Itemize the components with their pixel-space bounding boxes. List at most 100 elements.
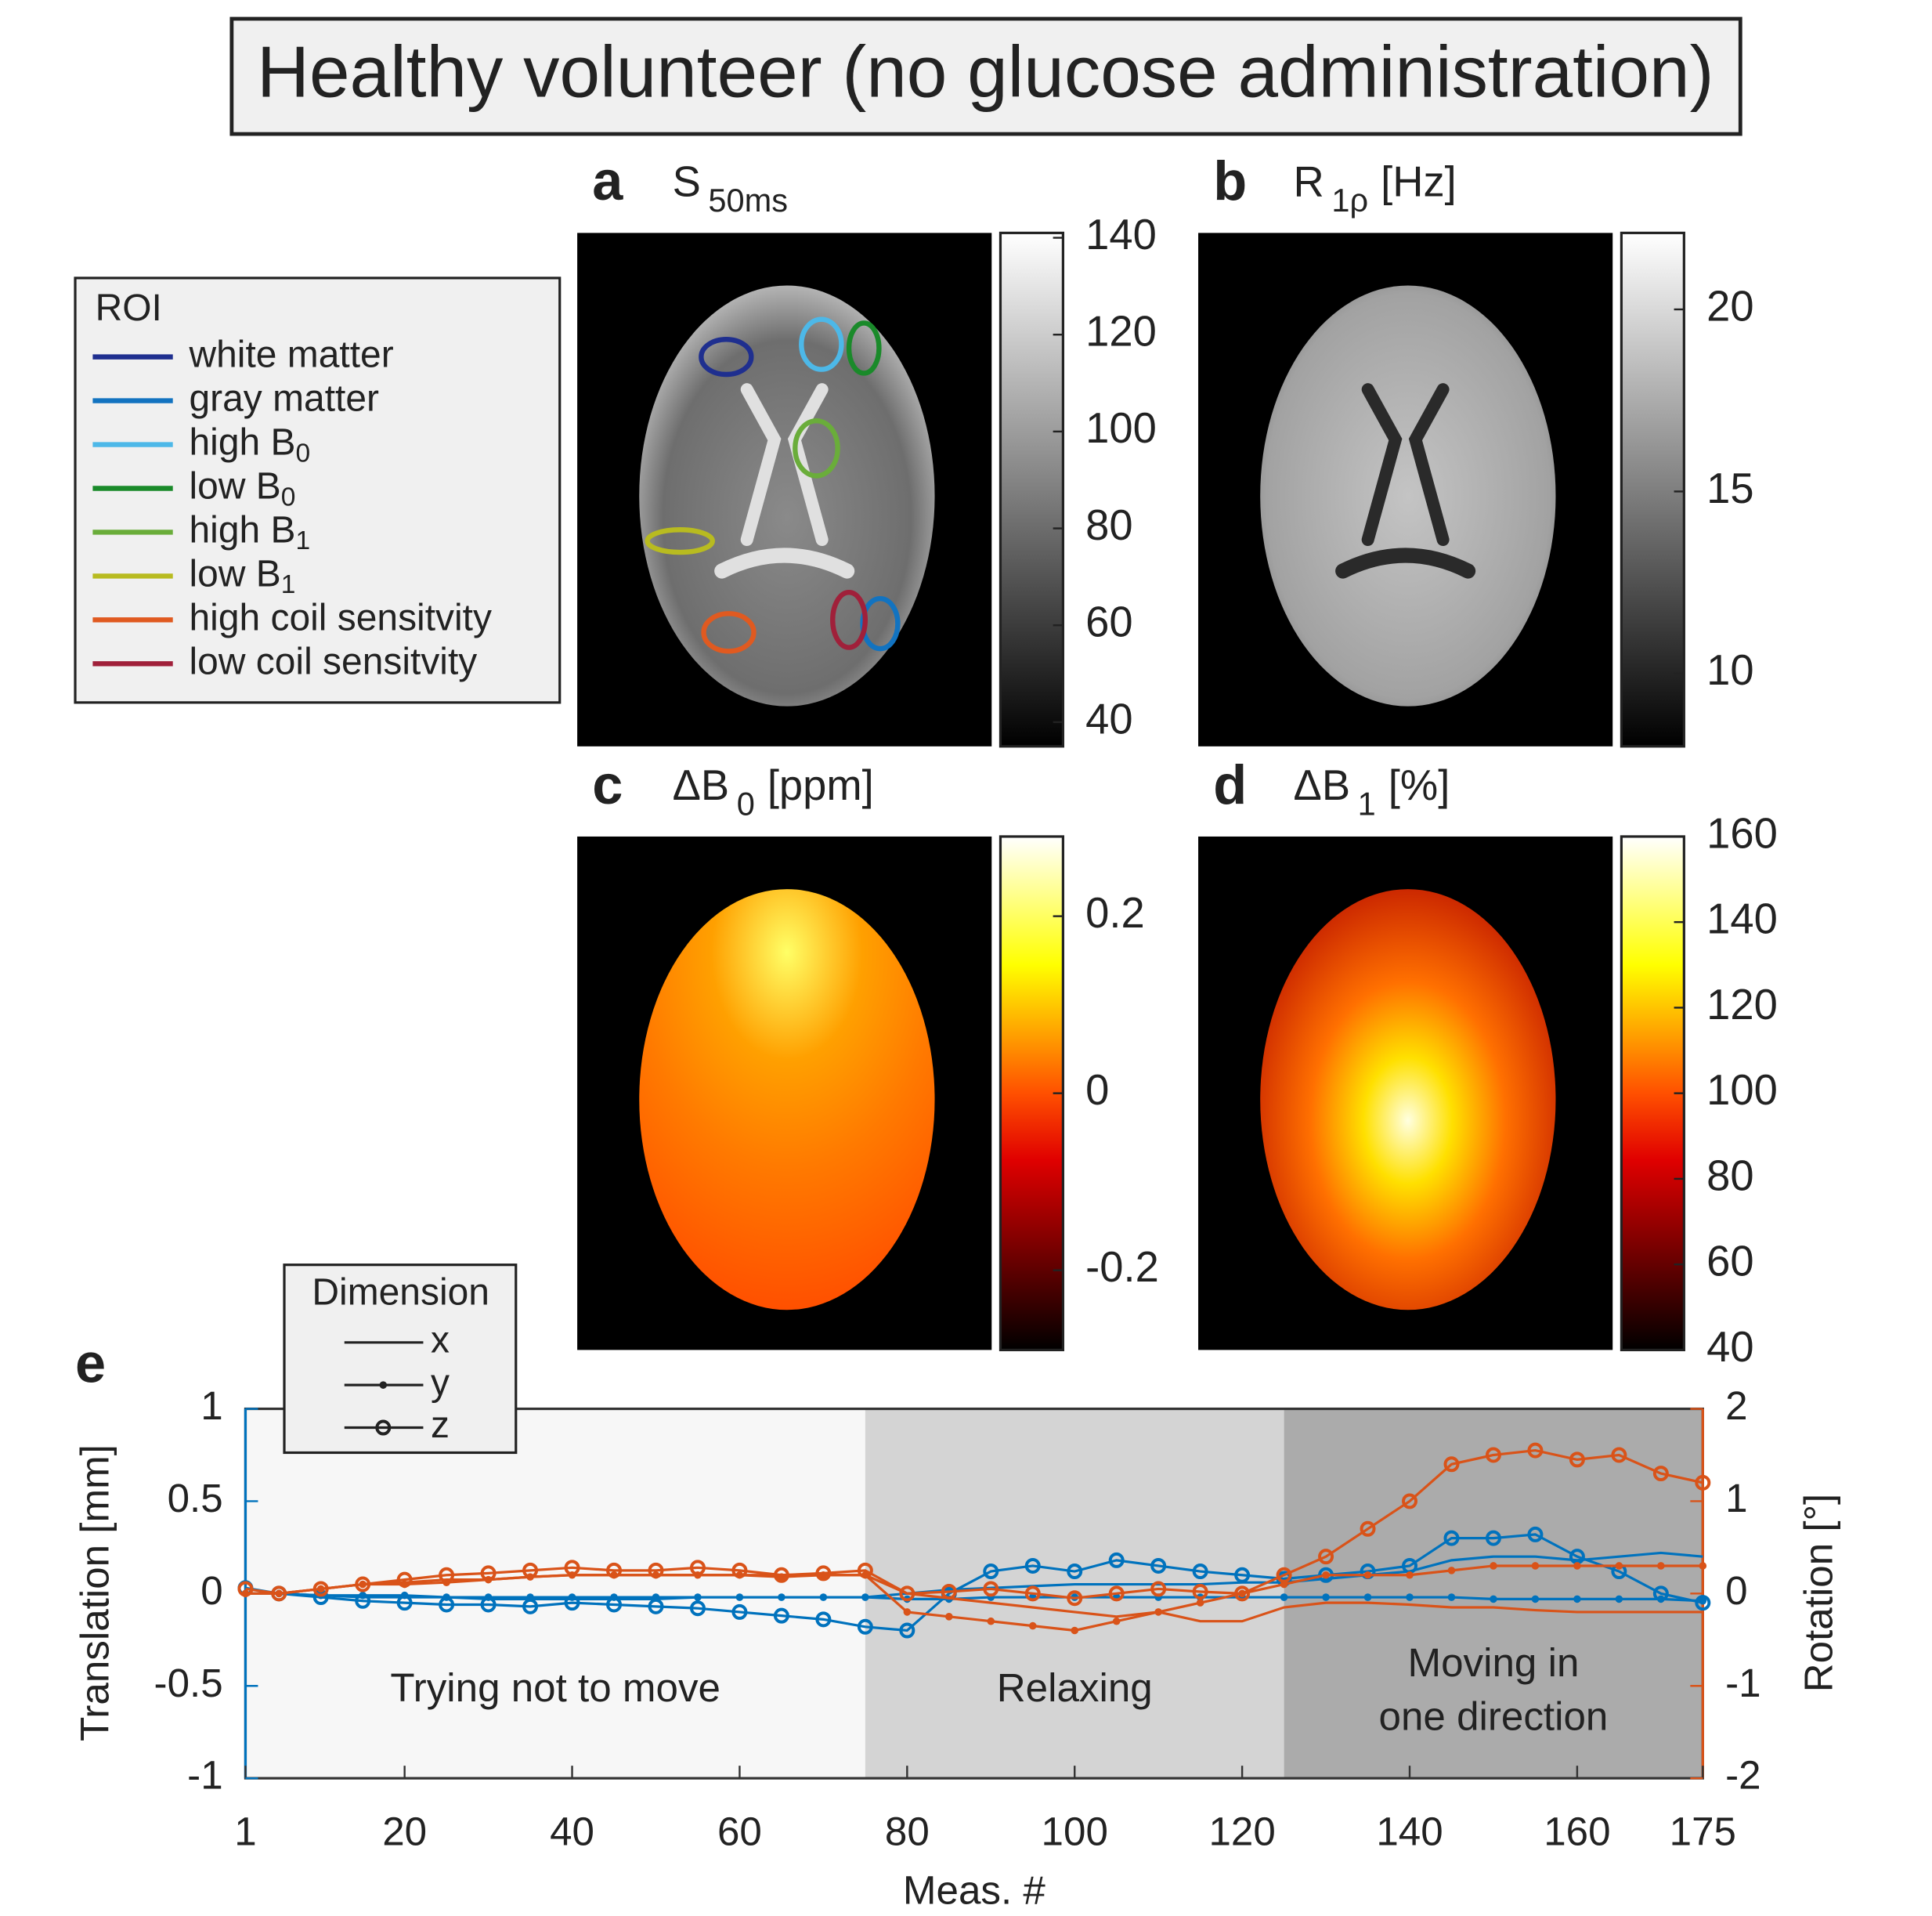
point-circle xyxy=(1150,1557,1167,1574)
roi-contour xyxy=(846,320,882,376)
colorbar-tick-label: 20 xyxy=(1706,282,1753,330)
point-circle xyxy=(941,1583,957,1600)
panel-title-unit: [Hz] xyxy=(1381,158,1457,206)
x-tick-label: 40 xyxy=(550,1809,594,1854)
roi-label-text: low B xyxy=(190,465,281,507)
y2-axis-label: Rotation [°] xyxy=(1797,1494,1841,1693)
colorbar-tick-label: 80 xyxy=(1085,501,1132,549)
point-circle xyxy=(1443,1530,1460,1546)
point-dot xyxy=(1112,1617,1121,1625)
colorbar-tick-label: 80 xyxy=(1706,1151,1753,1199)
panel-title: ΔB 0 [ppm] xyxy=(673,762,874,822)
point-dot xyxy=(1406,1571,1414,1579)
point-circle xyxy=(899,1585,915,1602)
roi-label-sub: 0 xyxy=(281,483,296,512)
x-axis-label: Meas. # xyxy=(903,1868,1045,1913)
point-dot xyxy=(1363,1571,1372,1579)
x-tick-label: 80 xyxy=(885,1809,930,1854)
roi-legend-label: high B0 xyxy=(190,421,311,468)
point-circle xyxy=(1695,1595,1711,1611)
roi-legend-label: low B0 xyxy=(190,465,296,512)
phase-label: Moving in xyxy=(1408,1640,1580,1685)
roi-label-sub: 1 xyxy=(281,570,296,599)
panel-title-sub: 0 xyxy=(737,786,755,822)
x-tick-label: 60 xyxy=(717,1809,762,1854)
roi-label-text: low B xyxy=(190,553,281,595)
point-dot xyxy=(1447,1567,1456,1574)
point-dot xyxy=(945,1613,953,1621)
brain-map xyxy=(1260,285,1556,707)
colorbar-tick-label: 140 xyxy=(1706,895,1778,943)
phase-region xyxy=(245,1408,865,1779)
point-dot xyxy=(1573,1562,1581,1570)
panel-letter: e xyxy=(75,1332,106,1394)
point-dot xyxy=(1573,1595,1581,1603)
y-tick-label: 0.5 xyxy=(168,1476,223,1520)
colorbar-tick-label: 0.2 xyxy=(1085,889,1145,937)
panel-title-sub: 1ρ xyxy=(1331,182,1368,219)
point-circle xyxy=(983,1564,999,1580)
point-circle xyxy=(1485,1447,1501,1463)
colorbar-tick-label: 140 xyxy=(1085,211,1157,258)
point-circle xyxy=(1234,1567,1251,1583)
point-circle xyxy=(983,1581,999,1597)
point-circle xyxy=(396,1571,413,1588)
roi-label-sub: 0 xyxy=(295,439,310,468)
colorbar-tick-label: 100 xyxy=(1706,1066,1778,1114)
y-tick-label: -0.5 xyxy=(154,1661,223,1705)
roi-legend-title: ROI xyxy=(96,287,162,329)
figure-title: Healthy volunteer (no glucose administra… xyxy=(257,31,1714,113)
point-dot xyxy=(1490,1595,1497,1603)
panel-title-unit: [ppm] xyxy=(767,762,874,810)
ventricle xyxy=(714,548,855,579)
point-circle xyxy=(564,1595,580,1611)
point-dot xyxy=(1531,1595,1540,1603)
legend-label: z xyxy=(431,1404,450,1446)
panel-letter: c xyxy=(592,754,623,815)
point-circle xyxy=(480,1596,497,1613)
point-dot xyxy=(694,1593,702,1601)
point-circle xyxy=(355,1592,371,1609)
point-circle xyxy=(899,1622,915,1639)
point-dot xyxy=(1154,1608,1162,1616)
colorbar-tick-label: 10 xyxy=(1706,646,1753,694)
roi-contour xyxy=(830,589,868,650)
panel-title: S 50ms xyxy=(673,158,788,219)
y2-tick-label: 1 xyxy=(1725,1476,1747,1520)
y2-tick-label: -2 xyxy=(1725,1753,1760,1798)
x-tick-label: 1 xyxy=(234,1809,256,1854)
point-dot xyxy=(1196,1599,1204,1607)
point-circle xyxy=(815,1565,832,1582)
point-circle xyxy=(1652,1466,1669,1482)
point-circle xyxy=(606,1596,623,1613)
series-line xyxy=(245,1551,1703,1601)
colorbar-tick-label: 160 xyxy=(1706,809,1778,857)
roi-contour xyxy=(645,527,715,555)
legend-box xyxy=(283,1263,518,1455)
colorbar-tick-label: 15 xyxy=(1706,465,1753,512)
phase-label: Relaxing xyxy=(997,1665,1153,1710)
point-dot xyxy=(1322,1571,1330,1579)
colorbar-tick-label: 100 xyxy=(1085,404,1157,452)
point-circle xyxy=(1192,1564,1208,1580)
point-dot xyxy=(778,1593,785,1601)
point-circle xyxy=(355,1576,371,1592)
point-circle xyxy=(522,1562,539,1578)
title-box xyxy=(229,16,1742,136)
phase-label: one direction xyxy=(1379,1694,1609,1739)
point-circle xyxy=(1067,1564,1083,1580)
point-dot xyxy=(1447,1593,1456,1601)
point-dot xyxy=(1280,1593,1288,1601)
point-circle xyxy=(773,1567,789,1583)
point-dot xyxy=(1363,1593,1372,1601)
panel-letter: d xyxy=(1213,754,1247,815)
roi-legend-label: low B1 xyxy=(190,553,296,599)
point-dot xyxy=(987,1617,995,1625)
point-circle xyxy=(773,1607,789,1624)
colorbar xyxy=(1620,835,1685,1351)
colorbar-tick-label: 40 xyxy=(1706,1323,1753,1371)
roi-label-text: low coil sensitvity xyxy=(190,641,478,682)
roi-contour xyxy=(699,337,754,378)
point-circle xyxy=(1527,1442,1544,1459)
panel-title-sub: 50ms xyxy=(708,182,788,219)
